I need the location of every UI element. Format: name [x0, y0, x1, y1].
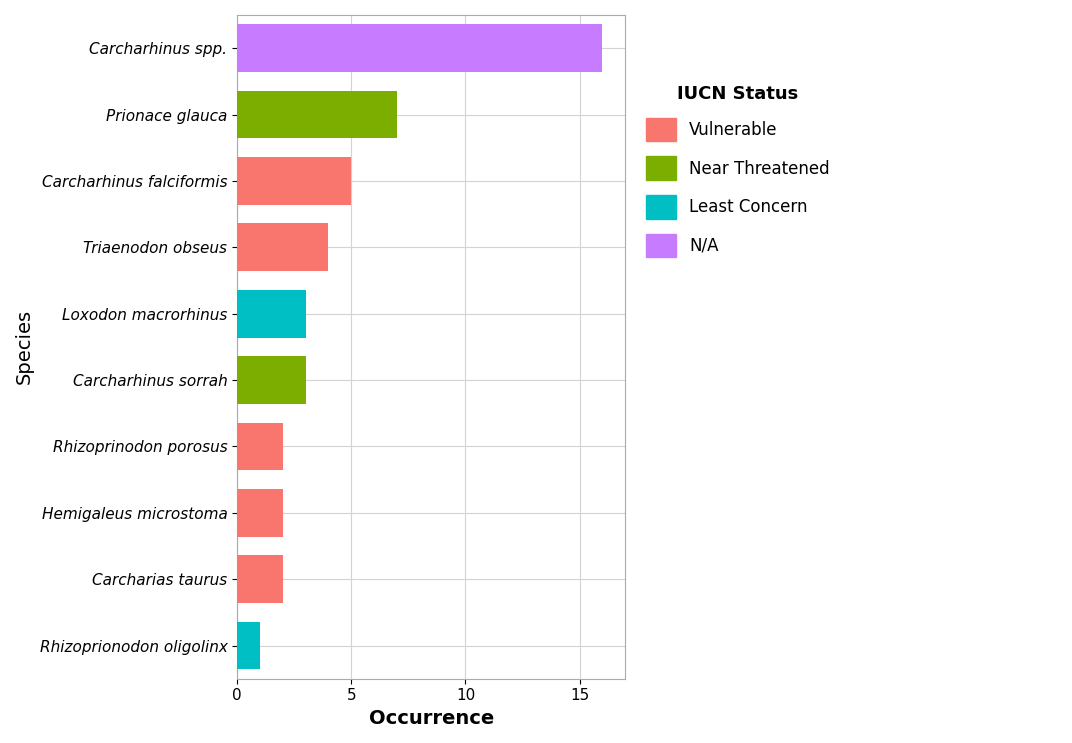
Y-axis label: Species: Species: [15, 309, 34, 384]
Bar: [237, 489, 283, 536]
Bar: [237, 157, 352, 205]
Bar: [237, 555, 283, 603]
X-axis label: Occurrence: Occurrence: [369, 709, 494, 728]
Legend: Vulnerable, Near Threatened, Least Concern, N/A: Vulnerable, Near Threatened, Least Conce…: [638, 77, 838, 265]
Bar: [237, 25, 602, 72]
Bar: [237, 91, 397, 138]
Bar: [237, 290, 306, 337]
Bar: [237, 622, 260, 669]
Bar: [237, 423, 283, 470]
Bar: [237, 356, 306, 404]
Bar: [237, 224, 328, 271]
